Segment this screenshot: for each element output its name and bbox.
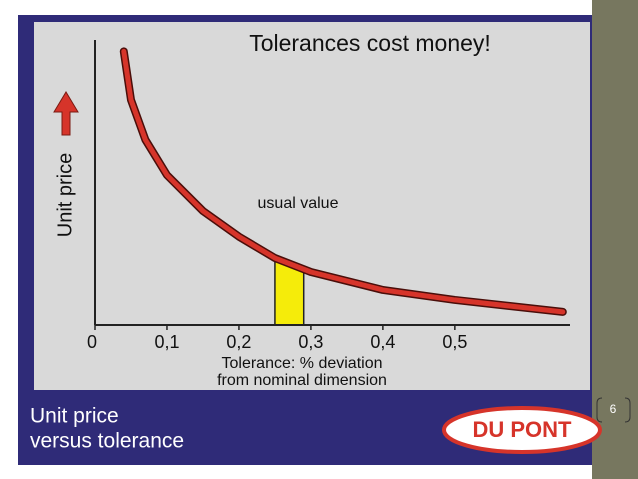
y-axis-label: Unit price [54, 153, 76, 237]
x-tick-label: 0,2 [226, 332, 251, 352]
annotation: usual value [258, 195, 339, 212]
x-tick-label: 0 [87, 332, 97, 352]
x-tick-label: 0,4 [370, 332, 395, 352]
caption: Unit price [30, 405, 119, 428]
logo: DU PONT [473, 417, 573, 442]
logo-oval [442, 406, 602, 454]
chart-title: Tolerances cost money! [249, 30, 491, 56]
x-tick-label: 0,5 [442, 332, 467, 352]
number-bracket [624, 397, 631, 423]
x-tick-label: 0,3 [298, 332, 323, 352]
x-axis-label: from nominal dimension [217, 372, 387, 389]
y-arrow [53, 91, 79, 136]
number-bracket [596, 397, 603, 423]
x-tick-label: 0,1 [154, 332, 179, 352]
curve [121, 48, 566, 315]
side-bar [592, 0, 638, 479]
x-axis-label: Tolerance: % deviation [222, 355, 383, 372]
slide-number: 6 [610, 402, 617, 416]
caption: versus tolerance [30, 430, 184, 453]
